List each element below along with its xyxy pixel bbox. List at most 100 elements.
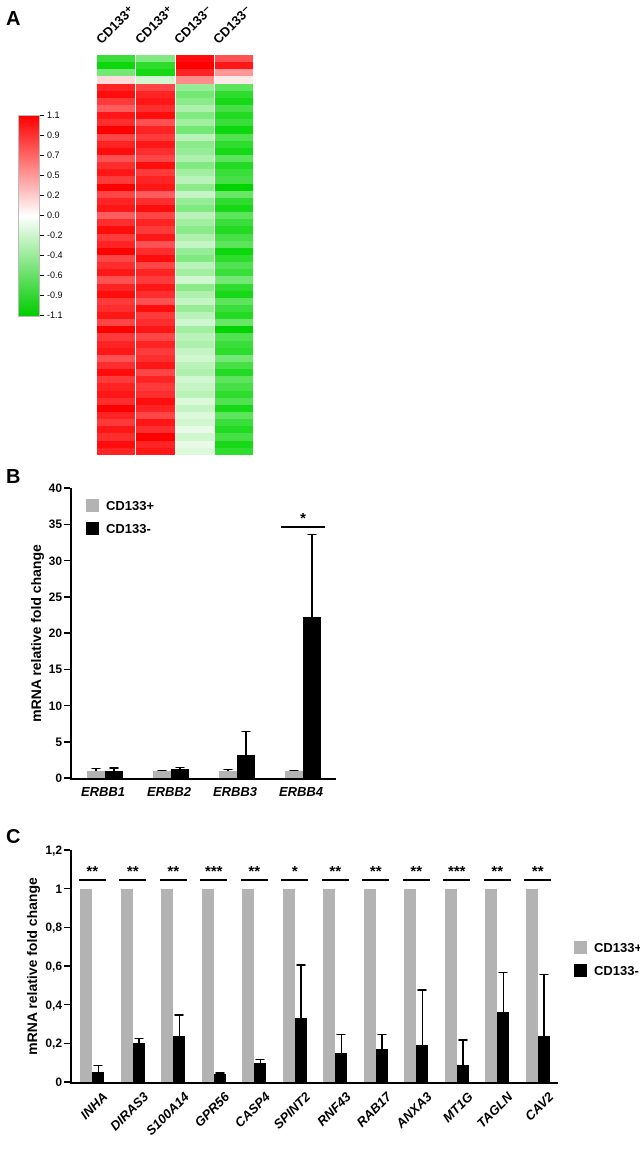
heatmap-row (97, 312, 253, 320)
heatmap-cell (214, 140, 253, 148)
heatmap-cell (97, 247, 136, 255)
error-bar-cap (296, 964, 306, 966)
significance-label: ** (369, 862, 382, 880)
error-bar-cap (215, 1072, 225, 1074)
heatmap-cell (136, 319, 175, 327)
heatmap-cell (214, 312, 253, 320)
error-bar-cap (377, 1033, 387, 1036)
heatmap-cell (175, 126, 214, 134)
heatmap-row (97, 276, 253, 284)
heatmap-cell (214, 176, 253, 184)
heatmap-cell (136, 283, 175, 291)
category-label: RNF43 (314, 1089, 354, 1129)
heatmap-cell (97, 76, 136, 84)
heatmap-cell (175, 319, 214, 327)
heatmap-cell (175, 162, 214, 170)
bar-CD133- (254, 1058, 267, 1082)
heatmap-cell (175, 376, 214, 384)
heatmap-cell (214, 169, 253, 177)
heatmap-cell (214, 112, 253, 120)
heatmap-cell (214, 190, 253, 198)
heatmap-cell (136, 326, 175, 334)
heatmap-cell (136, 362, 175, 370)
y-tick-mark (64, 559, 70, 562)
error-bar-cap (91, 767, 101, 770)
significance-line (524, 879, 552, 881)
y-tick-mark (64, 487, 70, 489)
heatmap-cell (175, 183, 214, 191)
heatmap-cell (136, 133, 175, 141)
heatmap-cell (214, 383, 253, 391)
panel-c-chart: mRNA relative fold change 0 0,2 0,4 0,6 0,8 1… (18, 836, 640, 1170)
panel-c-plot-area: ** ** ** *** ** * ** ** ** *** ** ** (64, 849, 558, 1084)
heatmap-cell (175, 297, 214, 305)
category-label: ERBB2 (146, 784, 192, 799)
heatmap-cell (136, 312, 175, 320)
error-bar (498, 971, 508, 1013)
heatmap-cell (214, 290, 253, 298)
bar-pair (275, 850, 316, 1082)
bar-pair (194, 850, 235, 1082)
heatmap-cell (136, 197, 175, 205)
heatmap-cell (97, 369, 136, 377)
colorbar-tick-mark (40, 295, 44, 296)
heatmap-cell (97, 304, 136, 313)
error-bar (336, 1033, 346, 1053)
heatmap-column-label: CD133⁻ (170, 2, 216, 47)
bar-group: ** (72, 850, 113, 1082)
heatmap-cell (97, 162, 136, 170)
category-label: ERBB1 (80, 784, 126, 799)
significance-label: ** (531, 862, 544, 880)
category-label: CASP4 (231, 1089, 273, 1131)
y-tick-mark (64, 596, 70, 598)
heatmap-row (97, 304, 253, 313)
heatmap-cell (175, 119, 214, 127)
category-label: ANXA3 (393, 1089, 435, 1131)
bar-CD133+ (444, 888, 457, 1082)
category-label: S100A14 (142, 1089, 192, 1138)
heatmap-cell (175, 176, 214, 184)
bar-pair (234, 850, 275, 1082)
heatmap-cell (97, 126, 136, 134)
legend-label: CD133- (106, 521, 151, 536)
heatmap-cell (175, 369, 214, 377)
heatmap-cell (136, 369, 175, 377)
heatmap-row (97, 240, 253, 248)
heatmap-cell (214, 69, 253, 77)
heatmap-cell (175, 219, 214, 227)
heatmap-row (97, 390, 253, 398)
error-bar (175, 766, 185, 769)
error-bar (174, 1014, 184, 1036)
heatmap-cell (214, 397, 253, 405)
heatmap-cell (97, 383, 136, 391)
y-tick-label: 5 (55, 734, 62, 749)
heatmap-cell (97, 333, 136, 341)
bar-group: ** (356, 850, 397, 1082)
bar-group: *** (437, 850, 478, 1082)
significance-line (119, 879, 147, 881)
heatmap-row (97, 262, 253, 270)
bar-CD133+ (363, 888, 376, 1082)
heatmap-cell (136, 212, 175, 220)
heatmap-cell (175, 290, 214, 298)
error-bar (241, 730, 251, 755)
heatmap-cell (175, 362, 214, 370)
legend-label: CD133- (594, 963, 639, 978)
heatmap-cell (136, 347, 175, 355)
bar-CD133- (105, 767, 123, 778)
heatmap-cell (97, 119, 136, 127)
heatmap-cell (214, 390, 253, 398)
error-bar (539, 973, 549, 1036)
heatmap-cell (136, 447, 175, 455)
heatmap-cell (175, 83, 214, 91)
heatmap-cell (214, 376, 253, 384)
bar-group: *** (194, 850, 235, 1082)
heatmap-row (97, 333, 253, 341)
heatmap-cell (175, 55, 214, 63)
heatmap-cell (136, 247, 175, 255)
heatmap-cell (97, 190, 136, 198)
heatmap-cell (136, 297, 175, 305)
error-bar (91, 767, 101, 771)
bar-group: ** (315, 850, 356, 1082)
heatmap-cell (214, 97, 253, 105)
